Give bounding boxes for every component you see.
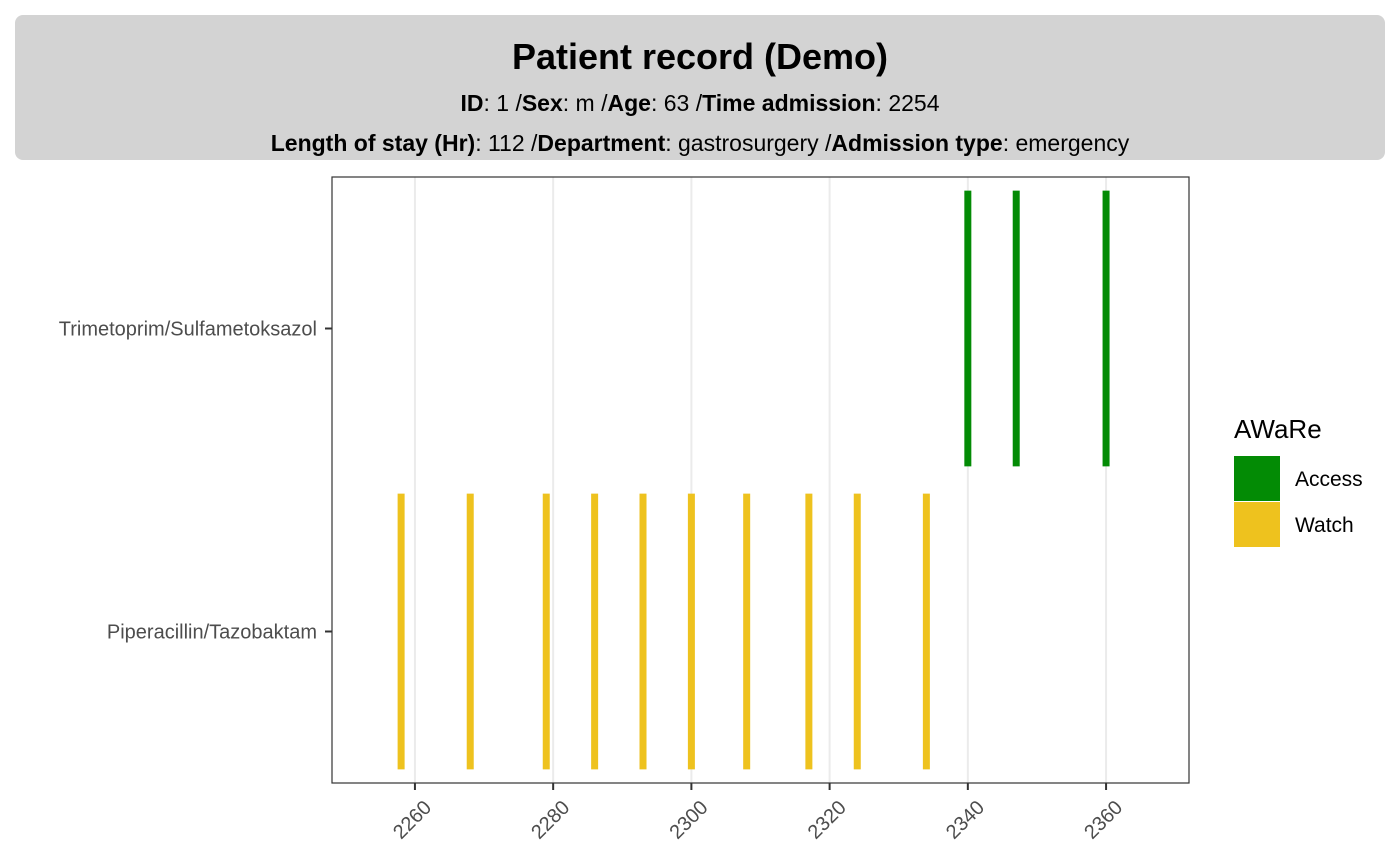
dose-marks — [397, 190, 1110, 770]
panel-border — [331, 176, 1190, 784]
info-key: Age — [607, 90, 651, 116]
dose-mark-watch — [853, 493, 861, 770]
x-tick-label: 2300 — [666, 797, 713, 844]
dose-mark-watch — [805, 493, 813, 770]
legend-key-access — [1234, 456, 1280, 501]
x-tick-label: 2360 — [1080, 797, 1127, 844]
info-key: Admission type — [831, 130, 1003, 156]
x-tick-label: 2340 — [942, 797, 989, 844]
y-tick-label: Piperacillin/Tazobaktam — [107, 622, 317, 644]
dose-mark-watch — [466, 493, 474, 770]
legend-key-watch — [1234, 502, 1280, 547]
info-value: : 2254 — [875, 90, 940, 116]
info-value: : m / — [562, 90, 608, 116]
dose-mark-watch — [591, 493, 599, 770]
grid-lines — [413, 177, 1108, 783]
dose-mark-watch — [922, 493, 930, 770]
dose-mark-watch — [639, 493, 647, 770]
header-box: Patient record (Demo) ID: 1 /Sex: m /Age… — [15, 15, 1385, 160]
y-tick-label: Trimetoprim/Sulfametoksazol — [59, 319, 317, 341]
info-key: ID — [460, 90, 484, 116]
info-key: Department — [537, 130, 666, 156]
dose-mark-watch — [397, 493, 405, 770]
info-key: Time admission — [702, 90, 876, 116]
patient-info-line-2: Length of stay (Hr): 112 /Department: ga… — [15, 129, 1385, 157]
info-key: Length of stay (Hr) — [270, 130, 476, 156]
chart-title: Patient record (Demo) — [511, 36, 889, 77]
legend-title: AWaRe — [1234, 414, 1322, 444]
x-tick-label: 2260 — [389, 797, 436, 844]
info-value: : 1 / — [483, 90, 522, 116]
dose-mark-access — [1102, 190, 1110, 467]
legend: AWaRe Access Watch — [1234, 414, 1363, 547]
x-tick-label: 2320 — [804, 797, 851, 844]
info-value: : emergency — [1002, 130, 1130, 156]
dose-mark-watch — [687, 493, 695, 770]
y-axis: Piperacillin/Tazobaktam Trimetoprim/Sulfa… — [59, 319, 332, 644]
info-value: : 63 / — [650, 90, 703, 116]
info-value: : 112 / — [475, 130, 538, 156]
dose-mark-access — [964, 190, 972, 467]
dose-mark-watch — [542, 493, 550, 770]
legend-label: Access — [1295, 468, 1363, 491]
dose-mark-watch — [743, 493, 751, 770]
x-axis: 2260 2280 2300 2320 2340 2360 — [389, 783, 1127, 844]
info-key: Sex — [521, 90, 563, 116]
x-tick-label: 2280 — [527, 797, 574, 844]
legend-label: Watch — [1295, 514, 1354, 537]
dose-mark-access — [1012, 190, 1020, 467]
info-value: : gastrosurgery / — [665, 130, 832, 156]
patient-info-line-1: ID: 1 /Sex: m /Age: 63 /Time admission: … — [15, 89, 1385, 117]
